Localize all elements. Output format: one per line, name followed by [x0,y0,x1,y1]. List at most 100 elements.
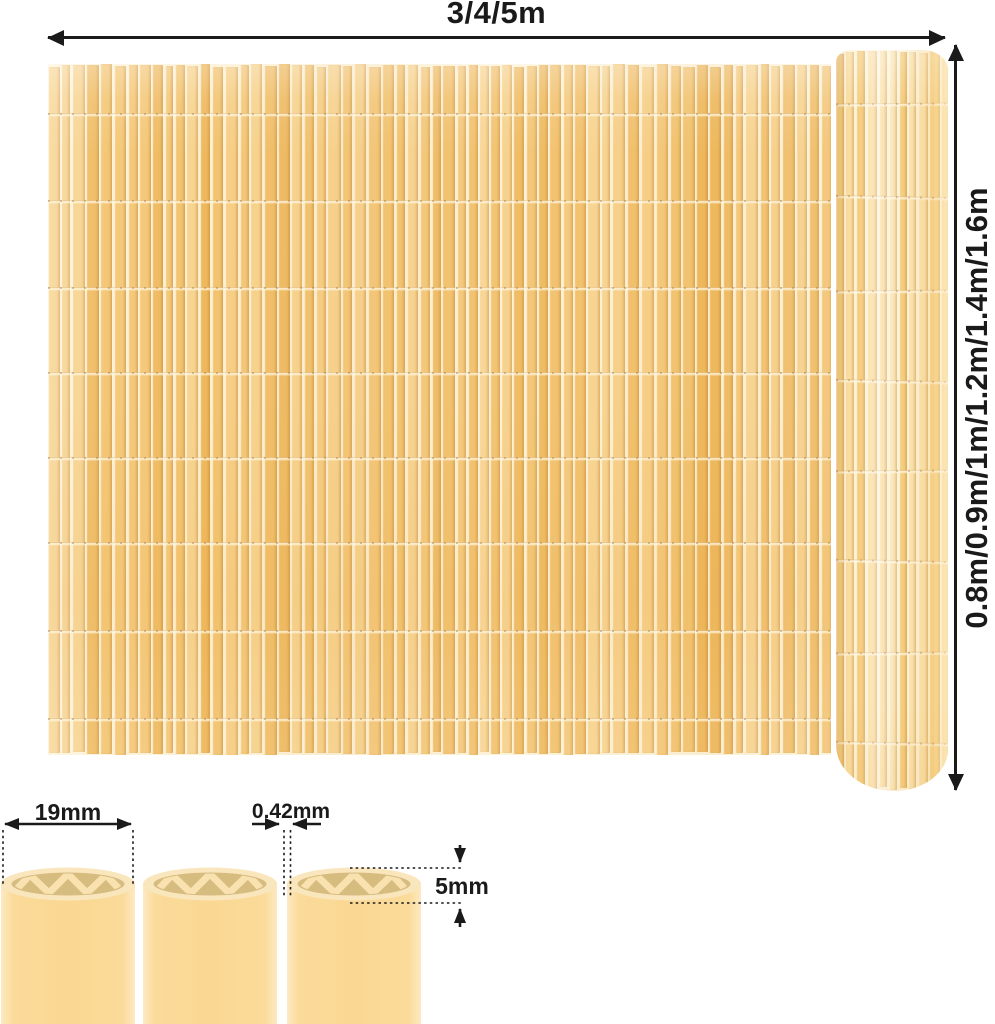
slat-width-label: 19mm [35,799,101,825]
slat-gap-label: 0.42mm [252,800,330,823]
mat-slat [612,64,626,754]
mat-slat [866,50,878,790]
mat-slat [239,65,249,754]
mat-slat [250,64,263,753]
mat-seam-line [48,372,831,376]
mat-seam-line [836,102,948,108]
mat-slat [304,65,315,753]
mat-slat [164,65,174,754]
slat-cross-section-diagram: 19mm 0.42mm 5mm [1,799,489,1024]
mat-slat [467,65,478,755]
tube-inner-wall [297,872,411,896]
width-dimension-label: 3/4/5m [446,0,547,30]
mat-slat [278,64,290,752]
tube-inner-wall [153,872,267,896]
slat-tube [287,867,421,1024]
mat-slat [744,65,759,753]
mat-seam-line [48,630,831,634]
mat-slat [538,64,548,754]
mat-slat [888,50,898,791]
mat-slat [796,65,808,754]
mat-slat [782,64,795,753]
slat-thickness-dimension: 5mm [350,845,489,927]
mat-slat [291,65,303,754]
mat-slat [432,65,441,753]
mat-slat [490,65,500,755]
mat-slat [72,64,85,753]
mat-slat [86,64,99,754]
mat-slat [113,65,127,755]
tube-body [1,884,135,1024]
mat-slat [479,65,489,752]
tube-body [143,884,277,1024]
mat-slat [186,65,199,755]
mat-slat [820,65,831,754]
mat-slat [263,66,277,755]
mat-slat [456,66,467,753]
mat-slat [640,66,655,753]
slat-gap-dimension: 0.42mm [252,800,330,897]
mat-slat [61,64,71,754]
mat-slat [574,65,586,754]
mat-slat [513,66,524,754]
mat-slat [382,64,395,754]
mat-slat [587,66,600,754]
mat-slat [836,53,844,789]
mat-seam-line [48,542,831,546]
mat-slat [759,64,769,755]
mat-slat [501,65,512,753]
mat-seam-line [48,718,831,722]
mat-slat [669,66,681,752]
mat-slat [601,65,611,753]
slat-tubes [1,867,421,1024]
mat-slat [211,66,224,755]
mat-slat [898,52,907,788]
mat-slat [100,64,113,754]
mat-slat [626,65,640,754]
mat-slat [941,50,948,788]
mat-slat [139,64,151,753]
mat-slat [406,65,419,753]
mat-slat [682,66,695,753]
height-dimension-label: 0.8m/0.9m/1m/1.2m/1.4m/1.6m [959,187,994,629]
mat-slat [696,65,708,753]
mat-slat [734,65,744,753]
mat-slat [722,64,733,754]
mat-seam-line [836,469,948,475]
mat-slat [315,66,326,753]
mat-slat [855,51,866,791]
mat-slat [368,66,381,755]
roll-slats [836,50,948,791]
tube-body [287,884,421,1024]
mat-slats [48,64,831,755]
width-dimension-arrow [48,36,945,39]
slat-tube [1,867,135,1024]
mat-slat [128,64,138,753]
mat-slat [48,66,60,753]
mat-slat [200,64,210,753]
mat-seam-line [48,457,831,461]
mat-seam-line [48,113,831,117]
slat-tube [143,867,277,1024]
mat-slat [808,64,820,755]
mat-slat [342,66,353,755]
mat-slat [878,51,888,788]
mat-slat [327,65,341,754]
mat-slat [442,65,456,754]
mat-slat [395,65,406,755]
mat-slat [152,65,164,754]
mat-seam-line [48,287,831,291]
height-dimension-arrow [954,45,957,790]
fence-mat-roll [836,50,948,791]
mat-slat [174,64,185,755]
mat-seam-line [48,200,831,204]
mat-slat [709,66,722,754]
mat-slat [562,64,573,755]
mat-seam-line [836,651,948,657]
mat-slat [224,66,239,755]
mat-slat [770,65,781,753]
fence-mat-flat [48,64,831,755]
mat-slat [908,52,917,789]
mat-slat [655,64,668,755]
